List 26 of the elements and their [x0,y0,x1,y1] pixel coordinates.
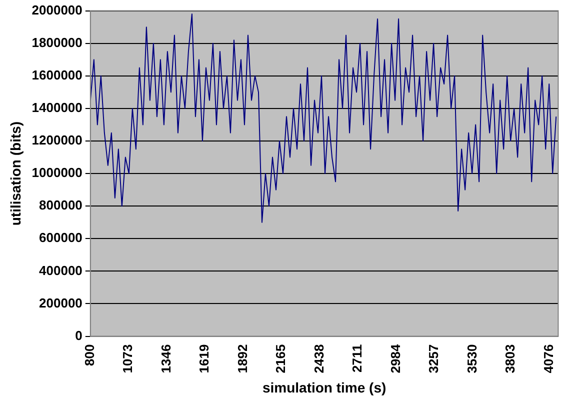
x-tick-label: 4076 [540,344,556,374]
y-tick-label: 1200000 [32,132,82,148]
x-tick-label: 1346 [158,344,174,374]
x-tick-label: 2165 [273,344,288,374]
x-tick-label: 3257 [426,344,442,374]
x-tick-label: 2438 [311,344,326,374]
x-tick-label: 800 [82,344,97,366]
y-tick-label: 200000 [39,295,82,310]
y-tick-label: 400000 [39,262,82,278]
y-tick-label: 1800000 [32,34,82,50]
y-tick-label: 1000000 [32,165,82,180]
y-tick-label: 800000 [39,198,82,213]
y-tick-label: 2000000 [32,2,82,18]
y-tick-label: 600000 [39,230,82,246]
x-tick-label: 1892 [234,344,250,374]
y-axis-title: utilisation (bits) [7,121,24,226]
x-tick-label: 2711 [350,344,365,372]
x-tick-label: 2984 [388,344,403,374]
x-tick-label: 3803 [502,344,518,374]
x-axis-title: simulation time (s) [262,379,386,396]
x-tick-label: 1073 [120,344,136,374]
y-tick-label: 1600000 [32,67,82,82]
y-tick-label: 0 [75,328,82,343]
y-tick-label: 1400000 [32,100,82,116]
x-tick-label: 1619 [196,344,212,374]
x-tick-label: 3530 [464,344,480,374]
